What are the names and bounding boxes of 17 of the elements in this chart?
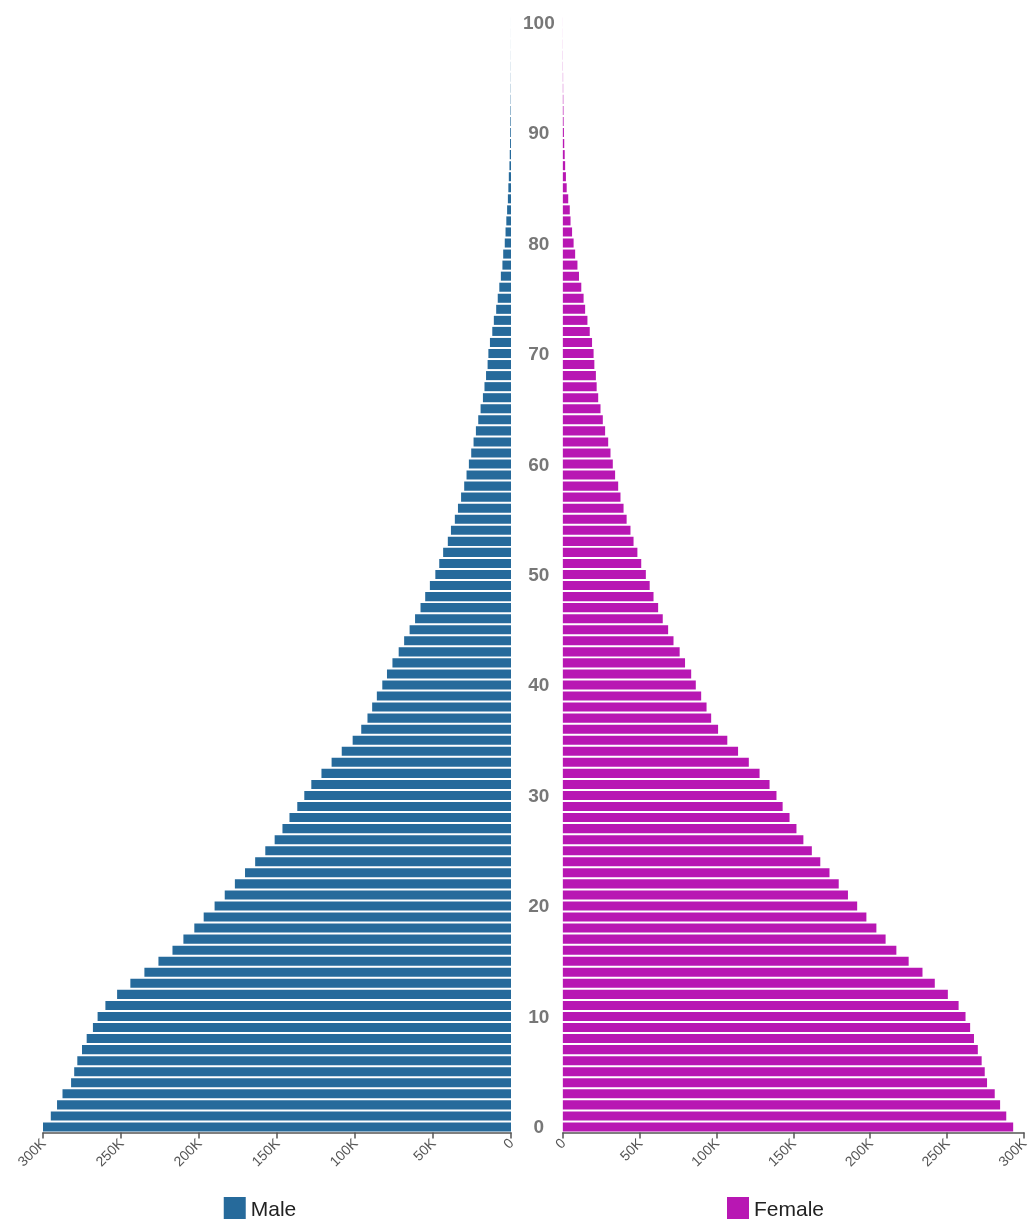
y-tick-label: 60 xyxy=(528,453,550,475)
legend-label: Male xyxy=(250,1196,297,1220)
y-tick-label: 0 xyxy=(533,1116,545,1138)
x-tick-label: 50K xyxy=(409,1134,440,1164)
legend-label: Female xyxy=(753,1196,825,1220)
y-tick-label: 20 xyxy=(528,895,550,917)
y-tick-label: 30 xyxy=(528,784,550,806)
y-tick-label: 100 xyxy=(523,11,555,33)
y-tick-label: 10 xyxy=(528,1005,550,1027)
y-tick-label: 50 xyxy=(528,564,550,585)
y-tick-label: 90 xyxy=(528,122,550,144)
x-tick-label: 0 xyxy=(551,1134,569,1152)
x-tick-label: 50K xyxy=(616,1134,646,1164)
y-tick-label: 80 xyxy=(528,232,550,254)
y-tick-label: 40 xyxy=(528,674,550,696)
y-tick-label: 70 xyxy=(528,343,550,365)
x-tick-label: 0 xyxy=(499,1134,517,1152)
